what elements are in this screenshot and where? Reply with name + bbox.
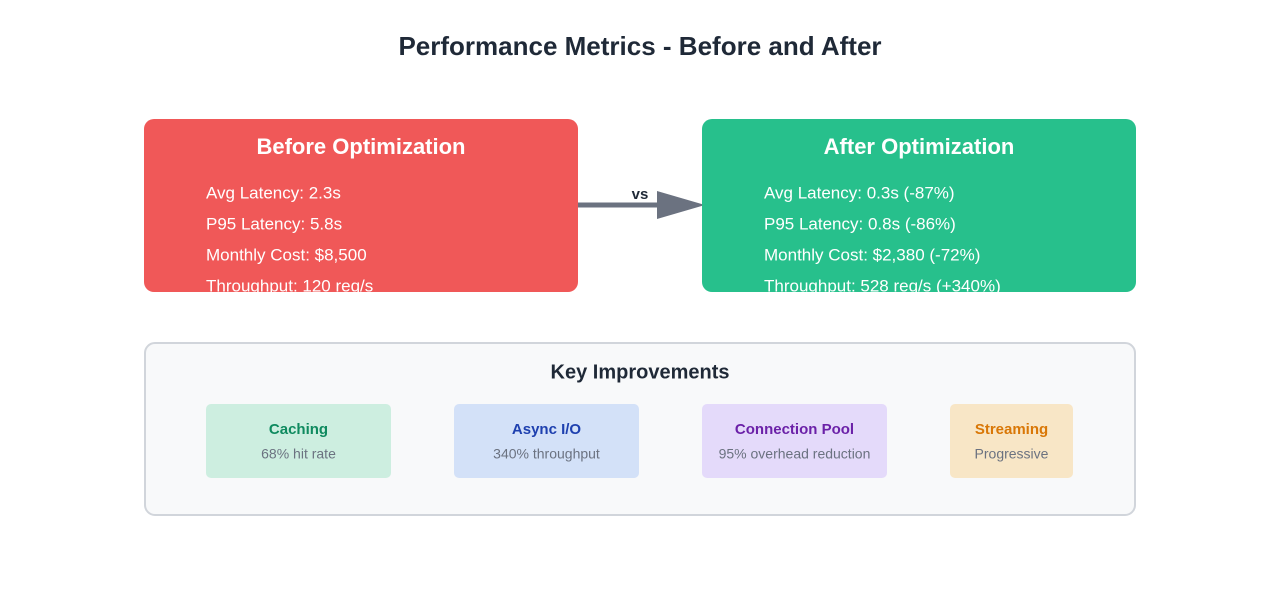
improvement-card xyxy=(206,404,391,478)
arrow-head xyxy=(657,191,705,219)
before-title: Before Optimization xyxy=(256,134,465,159)
metric-item: Avg Latency: 0.3s (-87%) xyxy=(764,183,955,202)
improvement-card xyxy=(454,404,639,478)
card-detail: Progressive xyxy=(975,446,1049,462)
metric-item: Avg Latency: 2.3s xyxy=(206,183,341,202)
after-panel xyxy=(702,119,1136,292)
card-detail: 95% overhead reduction xyxy=(719,446,871,462)
card-title: Connection Pool xyxy=(735,421,854,438)
before-items: Avg Latency: 2.3s P95 Latency: 5.8s Monthl… xyxy=(206,183,373,295)
metric-item: Monthly Cost: $8,500 xyxy=(206,245,367,264)
card-title: Caching xyxy=(269,421,328,438)
card-detail: 68% hit rate xyxy=(261,446,336,462)
improvement-card xyxy=(702,404,887,478)
card-title: Async I/O xyxy=(512,421,582,438)
after-items: Avg Latency: 0.3s (-87%) P95 Latency: 0.8… xyxy=(764,183,1001,295)
card-title: Streaming xyxy=(975,421,1048,438)
title: Performance Metrics - Before and After xyxy=(398,31,881,61)
metric-item: Monthly Cost: $2,380 (-72%) xyxy=(764,245,980,264)
card-detail: 340% throughput xyxy=(493,446,600,462)
improvement-card xyxy=(950,404,1073,478)
cards: Caching 68% hit rate Async I/O 340% through… xyxy=(206,404,1073,478)
metric-item: Throughput: 528 req/s (+340%) xyxy=(764,276,1001,295)
metric-item: P95 Latency: 0.8s (-86%) xyxy=(764,214,956,233)
vs-label: vs xyxy=(632,186,649,203)
improvements-panel xyxy=(144,342,1136,516)
before-panel xyxy=(144,119,578,292)
metric-item: Throughput: 120 req/s xyxy=(206,276,373,295)
after-title: After Optimization xyxy=(824,134,1015,159)
metric-item: P95 Latency: 5.8s xyxy=(206,214,342,233)
improvements-title: Key Improvements xyxy=(551,361,730,383)
